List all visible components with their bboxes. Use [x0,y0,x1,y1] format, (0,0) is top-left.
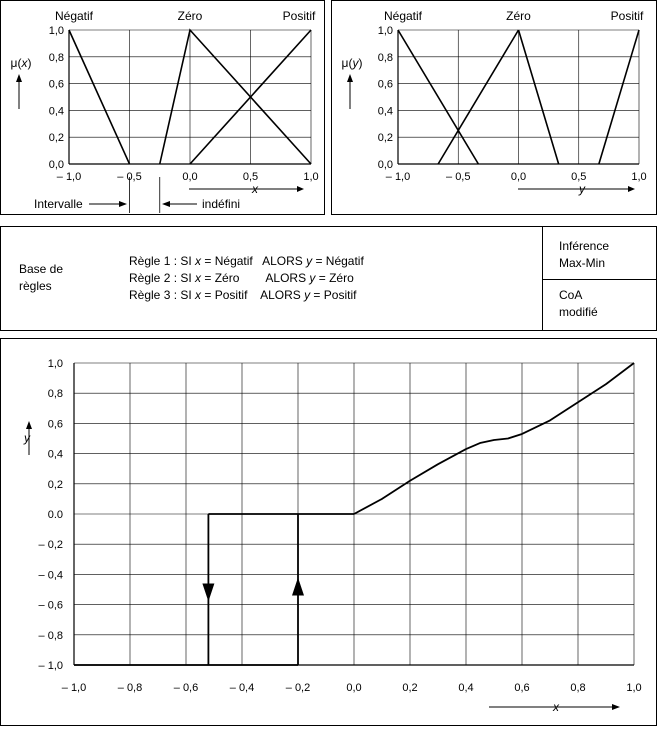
transfer-curve [353,362,635,515]
undefined-arrow-left-head [162,201,170,207]
x-tick-label: – 0,6 [174,682,198,694]
y-tick-label: 0,8 [48,388,63,400]
y-axis-label: μ(x) [11,56,32,70]
x-tick-label: – 1,0 [62,682,86,694]
inference-line1: Inférence [559,239,610,253]
x-tick-label: – 0,4 [230,682,254,694]
y-tick-label: – 0,8 [39,630,63,642]
y-tick-label: 0,8 [378,52,393,64]
y-tick-label: 0.0 [48,509,63,521]
jump-up-arrowhead [292,577,304,596]
rule-base-label-line2: règles [19,279,52,293]
y-tick-label: 0,0 [49,159,64,171]
mf-y-zero-fall [517,29,560,165]
y-tick-label: 0,6 [378,79,393,91]
x-tick-label: 0,2 [402,682,417,694]
y-tick-label: – 0,4 [39,569,63,581]
rule-base-label: Base de règles [19,261,63,295]
x-axis-arrowhead [297,186,304,192]
y-axis-arrowhead [26,421,32,429]
defuzzification-method-label: CoA modifié [559,287,598,321]
y-tick-label: 0,6 [48,418,63,430]
set-label-0: Négatif [384,9,423,23]
y-axis-arrowhead [347,74,353,82]
x-axis-label: x [251,182,259,196]
undefined-label-left: Intervalle [34,197,83,211]
jump-down-arrowhead [202,583,215,602]
y-tick-label: 0,2 [378,132,393,144]
x-tick-label: – 0,2 [286,682,310,694]
inference-method-label: Inférence Max-Min [559,238,609,272]
mf-y-positif [598,29,640,165]
y-tick-label: 0,8 [49,52,64,64]
y-axis-arrowhead [16,74,22,82]
membership-x-chart: 1,00,80,60,40,20,0– 1,0– 0,5 0,0 0,5 1,0Nég… [11,9,319,213]
x-axis-arrowhead [612,704,620,710]
transfer-chart-panel: – 1,0 – 0,8 – 0,6 – 0,4 – 0,2 0,0 0,2 0,4 0,6 0,8… [0,338,657,726]
rule-1: Règle 1 : SI x = Négatif ALORS y = Négat… [129,254,364,268]
set-label-0: Négatif [55,9,94,23]
rule-3: Règle 3 : SI x = Positif ALORS y = Posit… [129,288,357,302]
mf-y-negatif [397,29,480,165]
y-tick-label: 1,0 [49,25,64,37]
rules-divider-horizontal [542,279,656,280]
y-tick-label: 0,0 [378,159,393,171]
x-axis-label: y [578,182,586,196]
y-tick-label: 0,4 [49,105,64,117]
membership-y-panel: 1,0 0,8 0,6 0,4 0,2 0,0– 1,0– 0,5 0,0 0,5 1,0 Nég… [331,0,657,215]
membership-y-chart: 1,00,80,60,40,20,0– 1,0– 0,5 0,0 0,5 1,0Nég… [342,9,647,196]
membership-x-panel: 1,0 0,8 0,6 0,4 0,2 0,0– 1,0– 0,5 0,0 0,5 1,0 Nég… [0,0,325,215]
mf-x-negatif [68,29,131,165]
mf-x-zero [158,28,312,165]
x-tick-label: – 1,0 [57,171,81,183]
x-tick-label: 0,4 [458,682,473,694]
x-tick-label: – 0,5 [446,171,470,183]
x-tick-label: 0,0 [511,171,526,183]
x-axis-label: x [552,700,560,714]
set-label-1: Zéro [178,9,203,23]
x-tick-label: 1,0 [626,682,641,694]
set-label-2: Positif [283,9,316,23]
x-tick-label: 0,8 [570,682,585,694]
set-label-2: Positif [611,9,644,23]
mf-y-negatif-rise [437,29,520,165]
y-tick-label: 0,2 [49,132,64,144]
x-tick-label: 1,0 [303,171,318,183]
x-tick-label: – 0,8 [118,682,142,694]
rule-2: Règle 2 : SI x = Zéro ALORS y = Zéro [129,271,354,285]
y-axis-label: y [23,431,31,445]
defuzz-line2: modifié [559,305,598,319]
rule-base-panel: Base de règles Règle 1 : SI x = Négatif … [0,226,657,331]
rule-base-label-line1: Base de [19,262,64,276]
y-tick-label: 0,4 [48,449,63,461]
y-tick-label: 0,4 [378,105,393,117]
rules-divider-vertical [542,227,543,330]
undefined-arrow-right-head [119,201,127,207]
x-tick-label: 0,0 [182,171,197,183]
defuzz-line1: CoA [559,288,583,302]
inference-line2: Max-Min [559,256,606,270]
y-tick-label: – 1,0 [39,660,63,672]
x-tick-label: 0,5 [571,171,586,183]
y-tick-label: – 0,6 [39,600,63,612]
y-tick-label: 0,2 [48,479,63,491]
x-tick-label: – 1,0 [386,171,410,183]
set-label-1: Zéro [506,9,531,23]
y-tick-label: – 0,2 [39,539,63,551]
transfer-chart: – 1,0 – 0,8 – 0,6 – 0,4 – 0,2 0,0 0,2 0,4 0,6 0,8… [23,358,642,714]
mf-x-positif [189,29,312,165]
y-axis-label: μ(y) [342,56,363,70]
x-tick-label: 0,5 [243,171,258,183]
x-tick-label: 1,0 [631,171,646,183]
undefined-label-right: indéfini [202,197,240,211]
x-tick-label: 0,0 [346,682,361,694]
y-tick-label: 1,0 [48,358,63,370]
rules-list: Règle 1 : SI x = Négatif ALORS y = Négat… [129,253,364,304]
x-axis-arrowhead [628,186,635,192]
y-tick-label: 0,6 [49,79,64,91]
x-tick-label: 0,6 [514,682,529,694]
y-tick-label: 1,0 [378,25,393,37]
